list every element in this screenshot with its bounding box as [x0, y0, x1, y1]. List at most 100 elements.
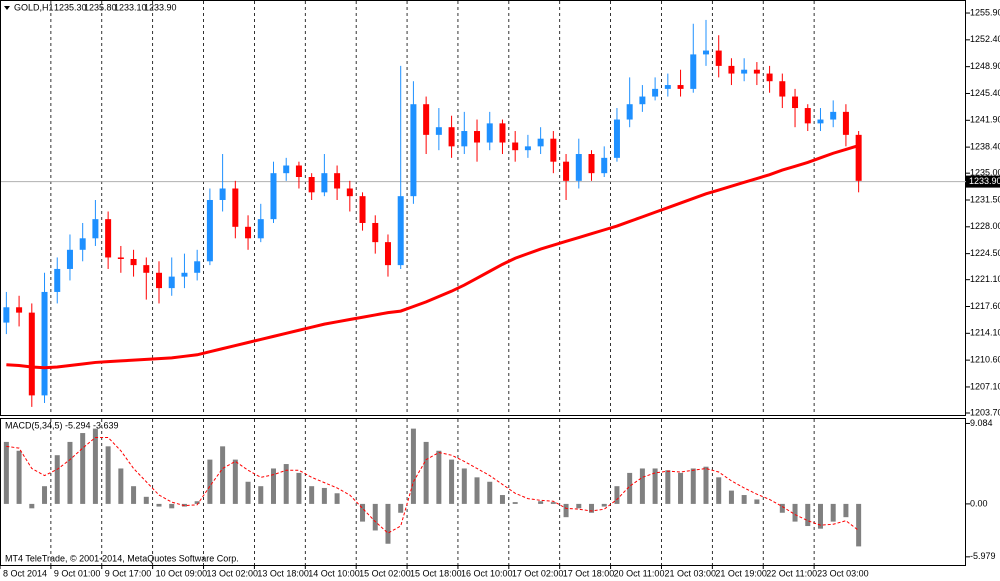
macd-bar	[169, 503, 175, 509]
candle-body	[359, 196, 366, 223]
macd-bar	[741, 495, 747, 504]
y-tick-label: 1231.50	[970, 194, 1000, 204]
candle-body	[512, 142, 519, 151]
y-tick-label: 1248.90	[970, 61, 1000, 71]
macd-bar	[499, 495, 505, 504]
current-price-label: 1233.90	[969, 176, 1000, 186]
candle-body	[601, 157, 608, 174]
macd-bar	[805, 503, 811, 527]
x-tick-label: 17 Oct 18:00	[563, 568, 615, 578]
candle-body	[410, 104, 417, 197]
candle-body	[54, 268, 61, 292]
x-tick-label: 15 Oct 02:00	[359, 568, 411, 578]
x-tick-label: 8 Oct 2014	[3, 568, 47, 578]
macd-bar	[550, 502, 556, 504]
macd-bar	[372, 503, 378, 531]
x-tick-label: 10 Oct 09:00	[156, 568, 208, 578]
macd-bar	[843, 503, 849, 518]
x-tick-label: 13 Oct 02:00	[207, 568, 259, 578]
candle-body	[537, 138, 544, 147]
macd-bar	[678, 472, 684, 504]
macd-bar	[80, 433, 86, 504]
x-tick-label: 9 Oct 01:00	[54, 568, 101, 578]
candle-body	[28, 312, 35, 396]
macd-panel-frame	[0, 418, 966, 566]
y-tick-label: 1221.10	[970, 274, 1000, 284]
candle-body	[461, 131, 468, 147]
candle-body	[79, 238, 86, 250]
candle-body	[550, 138, 557, 162]
header-low: 1233.10	[114, 2, 147, 12]
header-open: 1235.30	[54, 2, 87, 12]
candle-body	[474, 131, 481, 143]
macd-bar	[194, 501, 200, 504]
candle-body	[194, 261, 201, 273]
candle-body	[423, 104, 430, 135]
candle-body	[804, 108, 811, 124]
candle-body	[817, 119, 824, 124]
y-tick-label: 1238.40	[970, 141, 1000, 151]
y-tick-label: 1210.60	[970, 355, 1000, 365]
candle-body	[435, 127, 442, 135]
candle-body	[143, 265, 150, 273]
macd-bar	[601, 503, 607, 507]
candle-body	[652, 88, 659, 97]
candle-body	[639, 96, 646, 105]
y-tick-label: 1255.90	[970, 7, 1000, 17]
y-tick-label: 1217.60	[970, 301, 1000, 311]
macd-bar	[627, 472, 633, 504]
macd-bar	[410, 428, 416, 504]
macd-bar	[754, 499, 760, 504]
candle-body	[321, 173, 328, 193]
candle-body	[308, 177, 315, 193]
macd-bar	[474, 477, 480, 504]
x-tick-label: 14 Oct 10:00	[308, 568, 360, 578]
macd-bar	[309, 486, 315, 504]
header-close: 1233.90	[144, 2, 177, 12]
macd-bar	[423, 441, 429, 504]
macd-bar	[245, 481, 251, 504]
macd-bar	[92, 428, 98, 504]
x-tick-label: 22 Oct 11:00	[766, 568, 817, 578]
x-tick-label: 13 Oct 18:00	[257, 568, 309, 578]
macd-bar	[792, 503, 798, 522]
candle-body	[448, 127, 455, 147]
candle-body	[232, 188, 239, 227]
y-tick-label: 1241.90	[970, 115, 1000, 125]
candle-body	[702, 50, 709, 55]
macd-bar	[449, 459, 455, 504]
candle-body	[384, 242, 391, 266]
candle-body	[563, 161, 570, 181]
candle-body	[181, 272, 188, 277]
candle-body	[677, 85, 684, 89]
menu-triangle	[4, 6, 10, 10]
macd-bar	[538, 501, 544, 504]
macd-bar	[67, 441, 73, 504]
candle-body	[626, 104, 633, 120]
candle-body	[257, 219, 264, 239]
macd-bar	[563, 503, 569, 518]
macd-bar	[283, 464, 289, 504]
candle-body	[753, 69, 760, 74]
x-tick-label: 21 Oct 19:00	[715, 568, 767, 578]
macd-bar	[614, 486, 620, 504]
macd-bar	[131, 486, 137, 504]
symbol: GOLD,H1	[14, 2, 54, 12]
y-tick-label: 1252.40	[970, 34, 1000, 44]
candle-body	[92, 219, 99, 239]
macd-bar	[690, 468, 696, 504]
candle-body	[830, 111, 837, 120]
macd-bar	[360, 503, 366, 522]
candle-body	[766, 73, 773, 82]
macd-bar	[461, 468, 467, 504]
macd-bar	[830, 503, 836, 522]
candle-body	[372, 222, 379, 243]
candle-body	[486, 123, 493, 143]
candle-body	[842, 111, 849, 135]
candle-body	[397, 196, 404, 266]
macd-bar	[156, 503, 162, 507]
y-tick-label: 0.00	[970, 498, 988, 508]
candle-body	[219, 188, 226, 200]
y-tick-label: 1224.50	[970, 248, 1000, 258]
y-tick-label: 1207.10	[970, 381, 1000, 391]
